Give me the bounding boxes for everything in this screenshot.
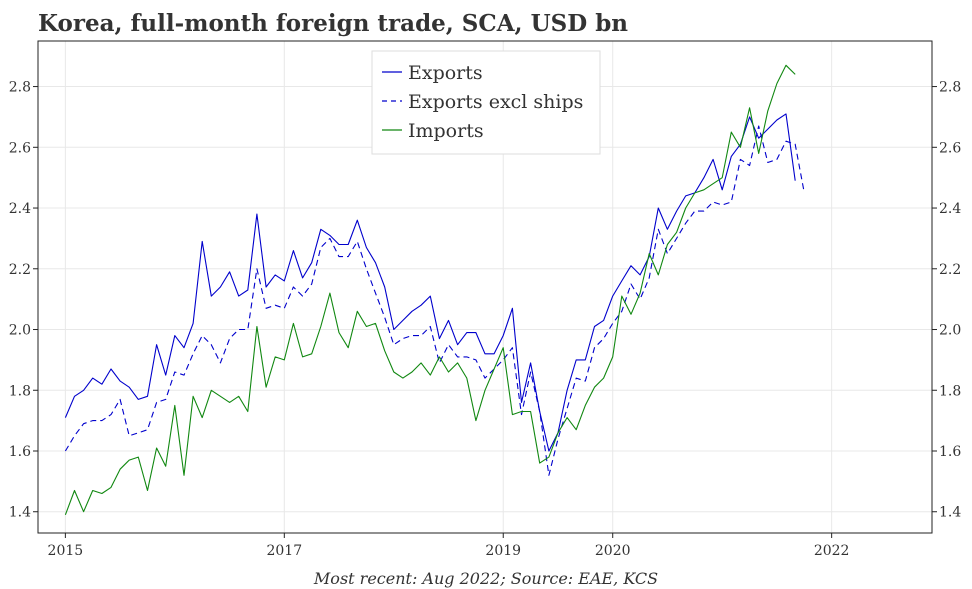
legend-label-exports-excl-ships: Exports excl ships	[408, 91, 583, 113]
y-tick-label-left: 2.2	[9, 262, 31, 278]
x-tick-label: 2019	[485, 543, 521, 559]
x-tick-label: 2017	[266, 543, 302, 559]
y-tick-label-left: 2.8	[9, 80, 31, 96]
legend: Exports Exports excl ships Imports	[371, 50, 601, 155]
y-tick-label-right: 2.6	[939, 140, 961, 156]
y-tick-label-left: 2.4	[9, 201, 31, 217]
plot-frame	[37, 40, 933, 534]
y-tick-label-right: 1.6	[939, 444, 961, 460]
y-axis: 1.4 1.4 1.6 1.6 1.8 1.8 2.0 2.0 2.2 2.2 2.4 2.4 2.6 2…	[9, 80, 962, 521]
x-tick-label: 2022	[814, 543, 850, 559]
series-line-exports	[64, 113, 796, 452]
y-tick-label-right: 2.8	[939, 80, 961, 96]
y-tick-label-right: 1.8	[939, 383, 961, 399]
series-lines	[64, 64, 805, 515]
x-tick-label: 2020	[595, 543, 631, 559]
y-tick-label-right: 2.4	[939, 201, 961, 217]
x-axis: 2015 2017 2019 2020 2022	[48, 533, 850, 559]
y-tick-label-left: 1.4	[9, 505, 31, 521]
series-line-exports-excl-ships	[64, 125, 805, 476]
y-tick-label-right: 1.4	[939, 505, 961, 521]
y-tick-label-right: 2.2	[939, 262, 961, 278]
series-line-imports	[64, 64, 796, 515]
legend-label-exports: Exports	[408, 62, 483, 84]
source-footnote: Most recent: Aug 2022; Source: EAE, KCS	[313, 569, 658, 588]
legend-label-imports: Imports	[408, 120, 484, 142]
y-tick-label-left: 1.8	[9, 383, 31, 399]
chart-title: Korea, full-month foreign trade, SCA, US…	[38, 10, 628, 37]
y-tick-label-left: 2.6	[9, 140, 31, 156]
y-tick-label-right: 2.0	[939, 323, 961, 339]
x-tick-label: 2015	[48, 543, 84, 559]
y-tick-label-left: 1.6	[9, 444, 31, 460]
legend-box	[371, 50, 601, 155]
y-tick-label-left: 2.0	[9, 323, 31, 339]
